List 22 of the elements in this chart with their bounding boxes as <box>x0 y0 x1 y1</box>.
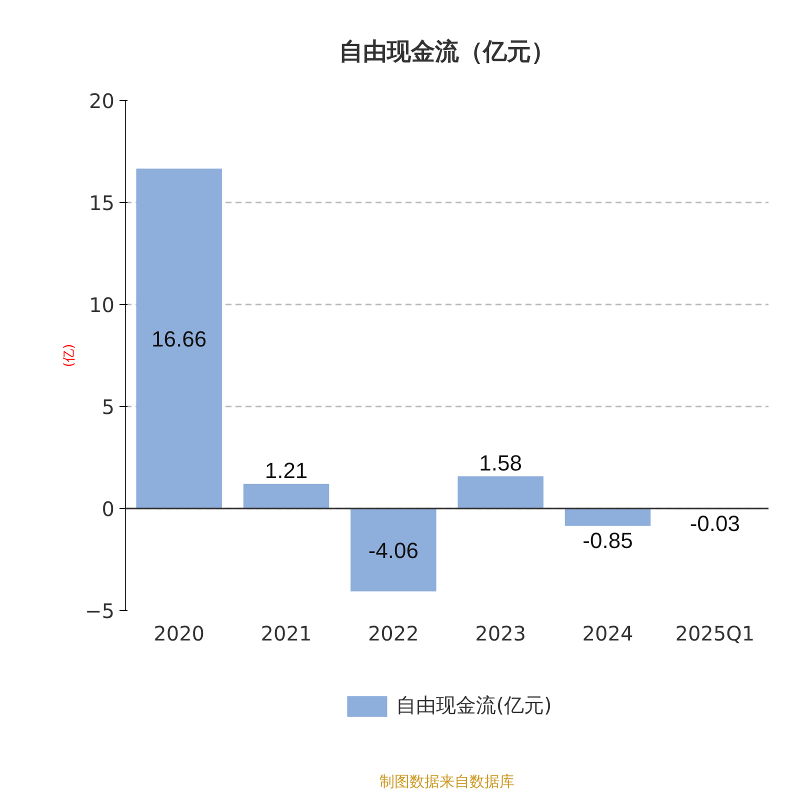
data-label: -0.03 <box>690 511 740 536</box>
y-tick-label: 5 <box>102 395 115 419</box>
data-label: 1.58 <box>479 450 522 476</box>
data-label: -0.85 <box>582 528 633 553</box>
y-tick-label: −5 <box>85 599 114 623</box>
x-tick-label: 2024 <box>582 622 634 646</box>
y-tick-label: 15 <box>89 191 115 215</box>
y-axis-title: (亿) <box>62 344 78 368</box>
x-tick-label: 2021 <box>260 622 312 646</box>
chart-title: 自由现金流（亿元） <box>339 38 555 66</box>
text: 制图数据来自数据库 <box>380 772 514 791</box>
x-tick-label: 2022 <box>368 622 419 646</box>
y-tick-label: 20 <box>89 89 115 113</box>
x-tick-label: 2020 <box>154 622 205 646</box>
data-label: 16.66 <box>152 326 207 352</box>
x-tick-label: 2023 <box>475 622 526 646</box>
legend-label: 自由现金流(亿元) <box>396 692 552 719</box>
y-tick-label: 0 <box>102 497 115 521</box>
y-tick-label: 10 <box>89 293 115 317</box>
data-label: 1.21 <box>264 458 308 483</box>
x-tick-label: 2025Q1 <box>675 622 755 646</box>
data-label: -4.06 <box>368 538 418 563</box>
